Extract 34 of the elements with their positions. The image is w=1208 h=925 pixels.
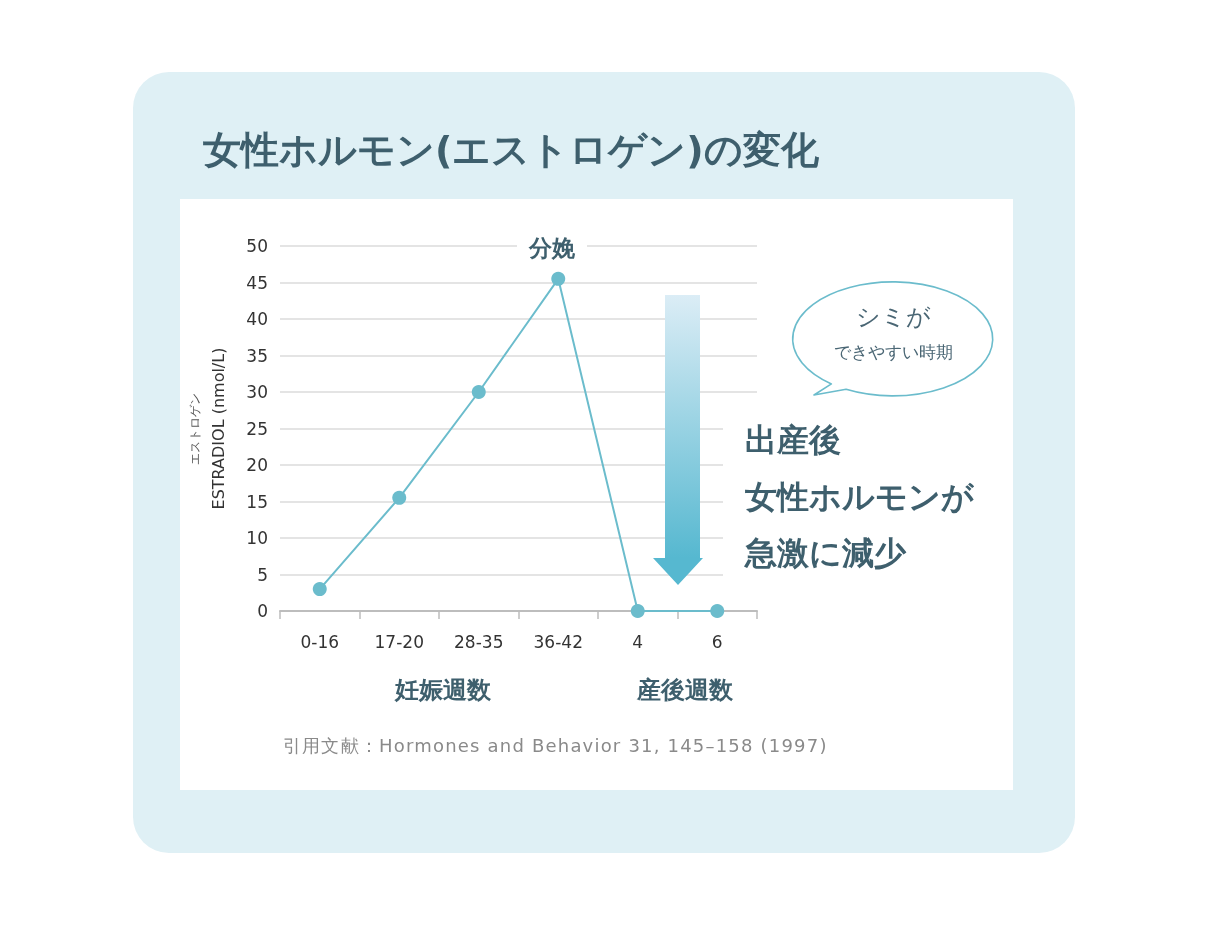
x-tick-label: 0-16 [300,631,340,652]
y-tick-label: 0 [257,601,268,621]
x-tick-label: 4 [632,631,644,652]
text: 妊娠週数 [395,675,491,707]
x-tick-label: 6 [711,631,723,652]
point [312,582,327,597]
y-tick-label: 40 [246,309,268,329]
point [471,385,486,399]
annotation: 急激に減少 [723,524,906,582]
text: できやすい時期 [833,341,953,365]
y-tick-label: 15 [246,491,268,512]
y-tick-label: 10 [246,528,268,548]
annotation: 女性ホルモンが [723,468,974,526]
point [710,604,725,618]
y-tick-label: 30 [246,382,268,402]
y-axis-title: エストロゲン ESTRADIOL (nmol/L) [188,347,228,510]
point [630,604,645,618]
y-tick-label: 50 [246,236,268,256]
x-tick-label: 28-35 [454,631,504,652]
text: シミが [855,302,931,334]
annotation: 出産後 [723,411,841,469]
annotation: 分娩 [517,231,587,265]
text: 引用文献：Hormones and Behavior 31, 145–158 (1997) [283,734,828,759]
text: 産後週数 [637,675,733,707]
y-tick-label: 45 [246,272,268,293]
y-tick-label: 5 [257,564,268,585]
x-tick-label: 17-20 [374,631,424,652]
y-tick-label: 20 [246,455,268,475]
y-tick-label: 35 [246,345,268,366]
y-tick-label: 25 [246,418,268,439]
point [392,490,407,505]
point [551,271,566,286]
chart-title: 女性ホルモン(エストロゲン)の変化 [203,127,819,174]
x-tick-label: 36-42 [533,631,583,652]
